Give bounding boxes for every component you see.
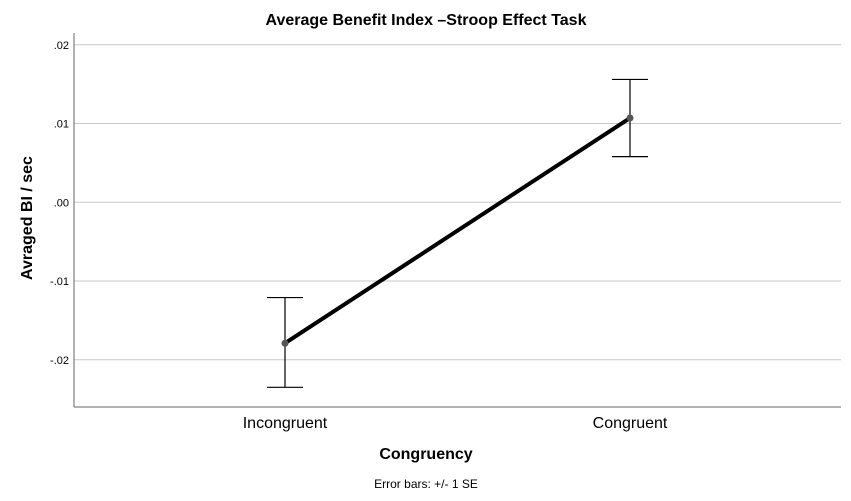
data-point <box>626 114 634 122</box>
series-line <box>283 116 632 345</box>
x-tick-label: Incongruent <box>243 415 328 432</box>
y-tick-label: .00 <box>54 197 69 209</box>
data-points <box>281 114 634 347</box>
axes <box>73 33 841 408</box>
y-tick-label: .01 <box>54 119 69 131</box>
y-tick-label: -.02 <box>50 355 69 367</box>
x-tick-labels: Incongruent Congruent <box>243 415 668 432</box>
data-point <box>281 339 289 347</box>
error-bars <box>267 78 648 388</box>
y-tick-labels: -.02 -.01 .00 .01 .02 <box>50 40 69 367</box>
y-axis-label: Avraged BI / sec <box>19 156 36 280</box>
x-tick-label: Congruent <box>593 415 668 432</box>
x-axis-label: Congruency <box>379 446 472 463</box>
y-tick-label: .02 <box>54 40 69 52</box>
error-bar-note: Error bars: +/- 1 SE <box>374 477 478 491</box>
series-line-path <box>283 116 632 345</box>
y-tick-label: -.01 <box>50 276 69 288</box>
gridlines <box>74 44 841 361</box>
chart-title: Average Benefit Index –Stroop Effect Tas… <box>266 12 587 29</box>
